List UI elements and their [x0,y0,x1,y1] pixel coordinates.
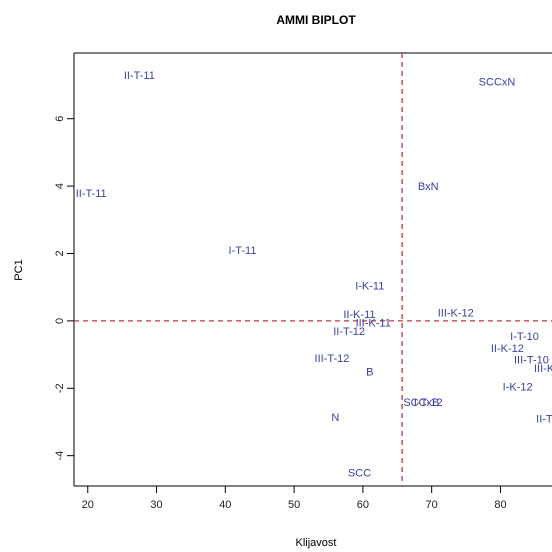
data-point-label: III-K-10 [534,363,552,375]
y-tick-label: -4 [54,451,66,461]
data-point-label: I-K-10 [551,363,552,375]
chart-title: AMMI BIPLOT [276,13,356,27]
data-point-label: III-K-11 [356,318,391,330]
data-point-label: III-K-12 [438,307,474,319]
y-tick-label: 2 [54,250,66,256]
data-point-label: III-T-12 [315,353,350,365]
data-point-label: I-K-11 [355,281,384,293]
x-axis: 20 30 40 50 60 70 80 [82,486,507,511]
data-point-label: II-T-10 [536,414,552,426]
data-point-label: II-T-12 [333,326,365,338]
x-tick-label: 30 [150,499,162,511]
y-tick-label: -2 [54,383,66,393]
x-axis-title: Klijavost [296,537,337,549]
x-tick-label: 70 [426,499,438,511]
y-axis: -4 -2 0 2 4 6 [54,116,74,461]
y-tick-label: 4 [54,183,66,189]
y-tick-label: 6 [54,116,66,122]
x-tick-label: 60 [357,499,369,511]
data-point-label: SCCxN [479,77,516,89]
data-point-label: BxN [418,181,439,193]
y-tick-label: 0 [54,318,66,324]
data-point-label: III-T-10 [514,355,549,367]
data-point-label: I-K-12 [503,382,533,394]
data-point-label: SCC [348,468,371,480]
data-point-label: I-T-12 [414,397,443,409]
data-point-label: I-T-11 [229,245,257,257]
data-point-label: N [331,412,339,424]
data-point-label: II-K-12 [491,343,524,355]
y-axis-title: PC1 [13,259,25,280]
data-point-label: B [366,366,373,378]
data-point-label: I-T-10 [510,331,539,343]
point-labels: II-T-11 SCCxN II-T-11 BxN I-T-11 I-K-11 III-K-… [76,70,552,480]
x-tick-label: 40 [219,499,231,511]
data-point-label: II-T-11 [124,70,155,82]
data-point-label: SCCxB [403,397,439,409]
x-tick-label: 80 [494,499,506,511]
data-point-label: II-K-11 [343,309,375,321]
x-tick-label: 50 [288,499,300,511]
data-point-label: II-T-11 [76,188,107,200]
x-tick-label: 20 [82,499,94,511]
